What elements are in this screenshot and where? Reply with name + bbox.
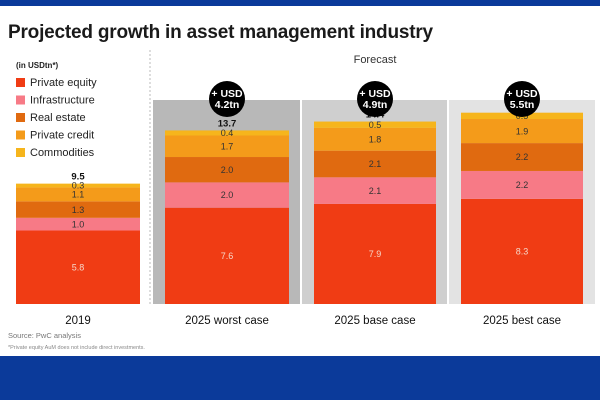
growth-badge-2 (357, 81, 393, 117)
segment-value-label-3-3: 2.1 (369, 159, 382, 169)
growth-badge-3 (504, 81, 540, 117)
bar-segment-3-4 (314, 127, 436, 151)
source-note: Source: PwC analysis (8, 331, 81, 340)
bar-segment-4-2 (461, 170, 583, 199)
legend-label-4: Private credit (30, 130, 94, 142)
legend-swatch-1 (16, 78, 25, 87)
chart-card: Projected growth in asset management ind… (0, 6, 600, 356)
bar-segment-3-5 (314, 121, 436, 128)
segment-value-label-3-5: 0.5 (369, 120, 382, 130)
growth-badge-text-3-1: + USD (506, 88, 538, 100)
legend-swatch-5 (16, 148, 25, 157)
bottom-band (0, 356, 600, 400)
growth-badge-text-3-2: 5.5tn (510, 99, 535, 111)
unit-note: (in USDtn*) (16, 61, 59, 70)
bar-segment-3-2 (314, 177, 436, 204)
growth-badge-text-2-2: 4.9tn (363, 99, 388, 111)
segment-value-label-2-1: 7.6 (221, 251, 234, 261)
legend-label-1: Private equity (30, 77, 97, 89)
bar-segment-2-3 (165, 157, 289, 183)
x-tick-label-1: 2019 (65, 315, 91, 327)
legend: Private equity Infrastructure Real estate P… (16, 77, 97, 159)
bars: 5.8 1.0 1.3 1.10.39.5 7.6 2.0 2.0 1.7 0.413.7 7.9… (16, 101, 583, 304)
bar-segment-4-4 (461, 119, 583, 144)
legend-swatch-3 (16, 113, 25, 122)
bar-segment-1-4 (16, 187, 140, 202)
legend-label-5: Commodities (30, 147, 95, 159)
chart-title: Projected growth in asset management ind… (8, 22, 433, 43)
segment-value-label-2-3: 2.0 (221, 165, 234, 175)
segment-value-label-2-5: 0.4 (221, 128, 234, 138)
top-band (0, 0, 600, 6)
segment-value-label-1-4: 1.1 (72, 190, 85, 200)
segment-value-label-3-1: 7.9 (369, 249, 382, 259)
bar-segment-2-5 (165, 130, 289, 136)
bar-segment-1-2 (16, 217, 140, 231)
segment-value-label-1-5: 0.3 (72, 181, 85, 191)
bar-segment-3-1 (314, 203, 436, 304)
segment-value-label-3-2: 2.1 (369, 186, 382, 196)
segment-value-label-2-4: 1.7 (221, 141, 234, 151)
legend-label-2: Infrastructure (30, 95, 95, 107)
legend-swatch-2 (16, 95, 25, 105)
bar-segment-1-3 (16, 201, 140, 218)
segment-value-label-4-1: 8.3 (516, 247, 529, 257)
segment-value-label-4-3: 2.2 (516, 152, 529, 162)
legend-label-3: Real estate (30, 112, 86, 124)
footnote: *Private equity AuM does not include dir… (8, 345, 145, 351)
bar-segment-2-1 (165, 207, 289, 304)
segment-value-label-1-1: 5.8 (72, 262, 85, 272)
bar-segment-1-5 (16, 183, 140, 188)
bar-segment-2-4 (165, 135, 289, 158)
x-tick-label-2: 2025 worst case (185, 315, 269, 327)
growth-badge-text-1-1: + USD (211, 88, 243, 100)
legend-swatch-4 (16, 130, 25, 140)
bar-segment-4-3 (461, 143, 583, 171)
bar-segment-2-2 (165, 182, 289, 208)
segment-value-label-4-2: 2.2 (516, 180, 529, 190)
x-axis-ticks: 2019 2025 worst case 2025 base case 2025 be… (65, 315, 561, 327)
total-label-2: 13.7 (218, 118, 237, 129)
segment-value-label-1-2: 1.0 (72, 219, 85, 229)
total-label-1: 9.5 (71, 172, 85, 183)
segment-value-label-4-4: 1.9 (516, 126, 529, 136)
growth-badge-1 (209, 81, 245, 117)
x-tick-label-3: 2025 base case (334, 315, 415, 327)
x-tick-label-4: 2025 best case (483, 315, 561, 327)
bar-segment-3-3 (314, 150, 436, 178)
segment-value-label-1-3: 1.3 (72, 205, 85, 215)
bar-segment-4-1 (461, 198, 583, 304)
forecast-label: Forecast (354, 54, 397, 66)
segment-value-label-2-2: 2.0 (221, 190, 234, 200)
stacked-bar-chart: Forecast (in USDtn*) Private equity Infra… (8, 50, 595, 351)
growth-badge-text-1-2: 4.2tn (215, 99, 240, 111)
bar-segment-1-1 (16, 230, 140, 304)
segment-value-label-3-4: 1.8 (369, 134, 382, 144)
growth-badge-text-2-1: + USD (359, 88, 391, 100)
